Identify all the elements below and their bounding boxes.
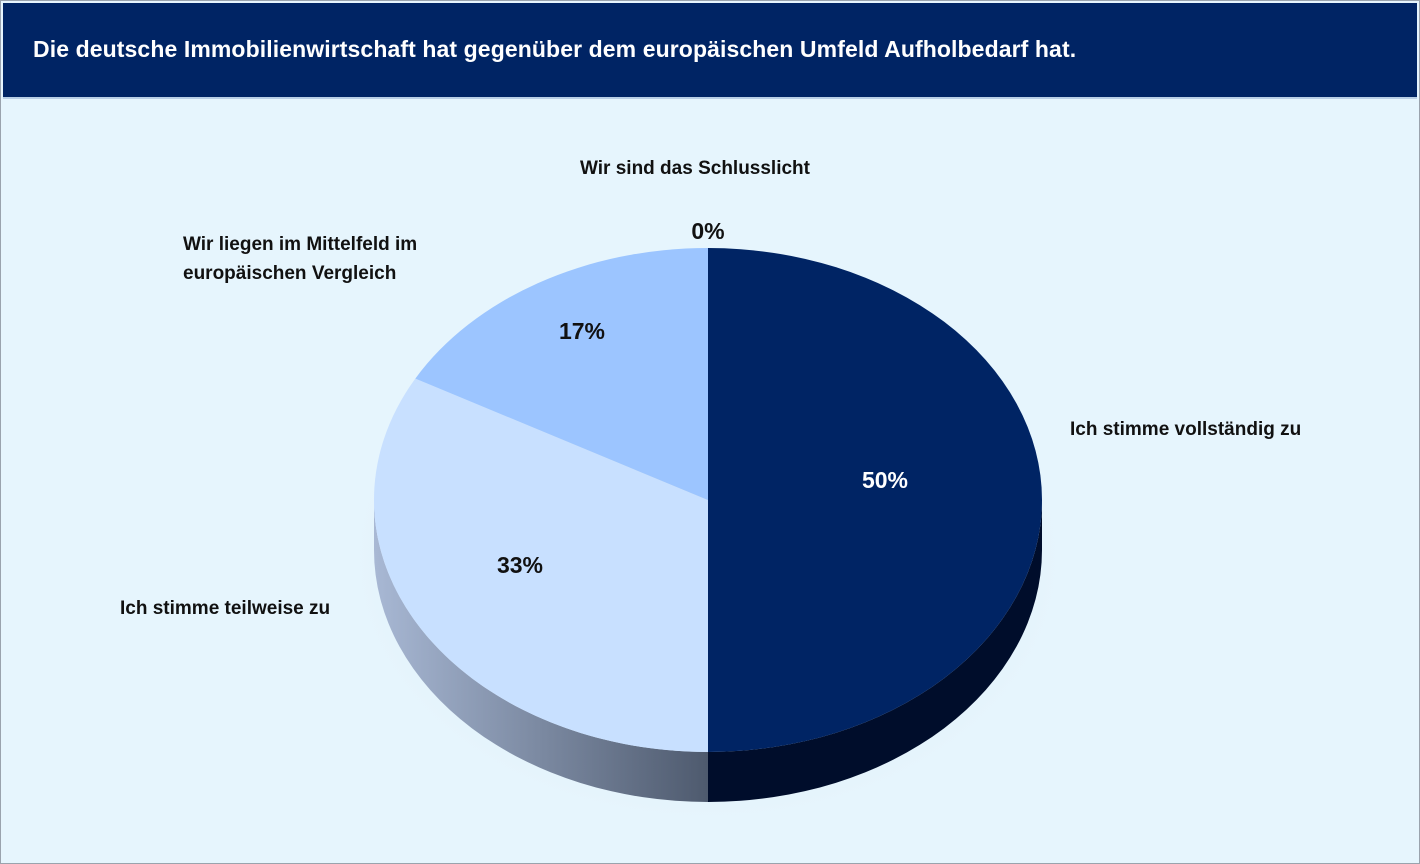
pie-slice-side-1: [708, 500, 1042, 802]
slice-value-label: 0%: [691, 218, 724, 244]
slice-value-label: 50%: [862, 467, 908, 493]
pie-slice-2: [374, 378, 708, 752]
slice-category-label: Ich stimme vollständig zu: [1070, 419, 1301, 440]
pie-slice-side-2: [374, 500, 708, 802]
chart-title: Die deutsche Immobilienwirtschaft hat ge…: [33, 36, 1077, 62]
pie-slice-3: [415, 248, 708, 500]
slice-value-label: 33%: [497, 552, 543, 578]
slice-category-label: Wir liegen im Mittelfeld im: [183, 234, 417, 255]
slice-category-label: Wir sind das Schlusslicht: [580, 158, 811, 179]
slice-category-label: europäischen Vergleich: [183, 263, 396, 284]
slice-category-label: Ich stimme teilweise zu: [120, 598, 330, 619]
slice-value-label: 17%: [559, 318, 605, 344]
pie-slice-1: [708, 248, 1042, 752]
title-bar: Die deutsche Immobilienwirtschaft hat ge…: [3, 3, 1417, 99]
